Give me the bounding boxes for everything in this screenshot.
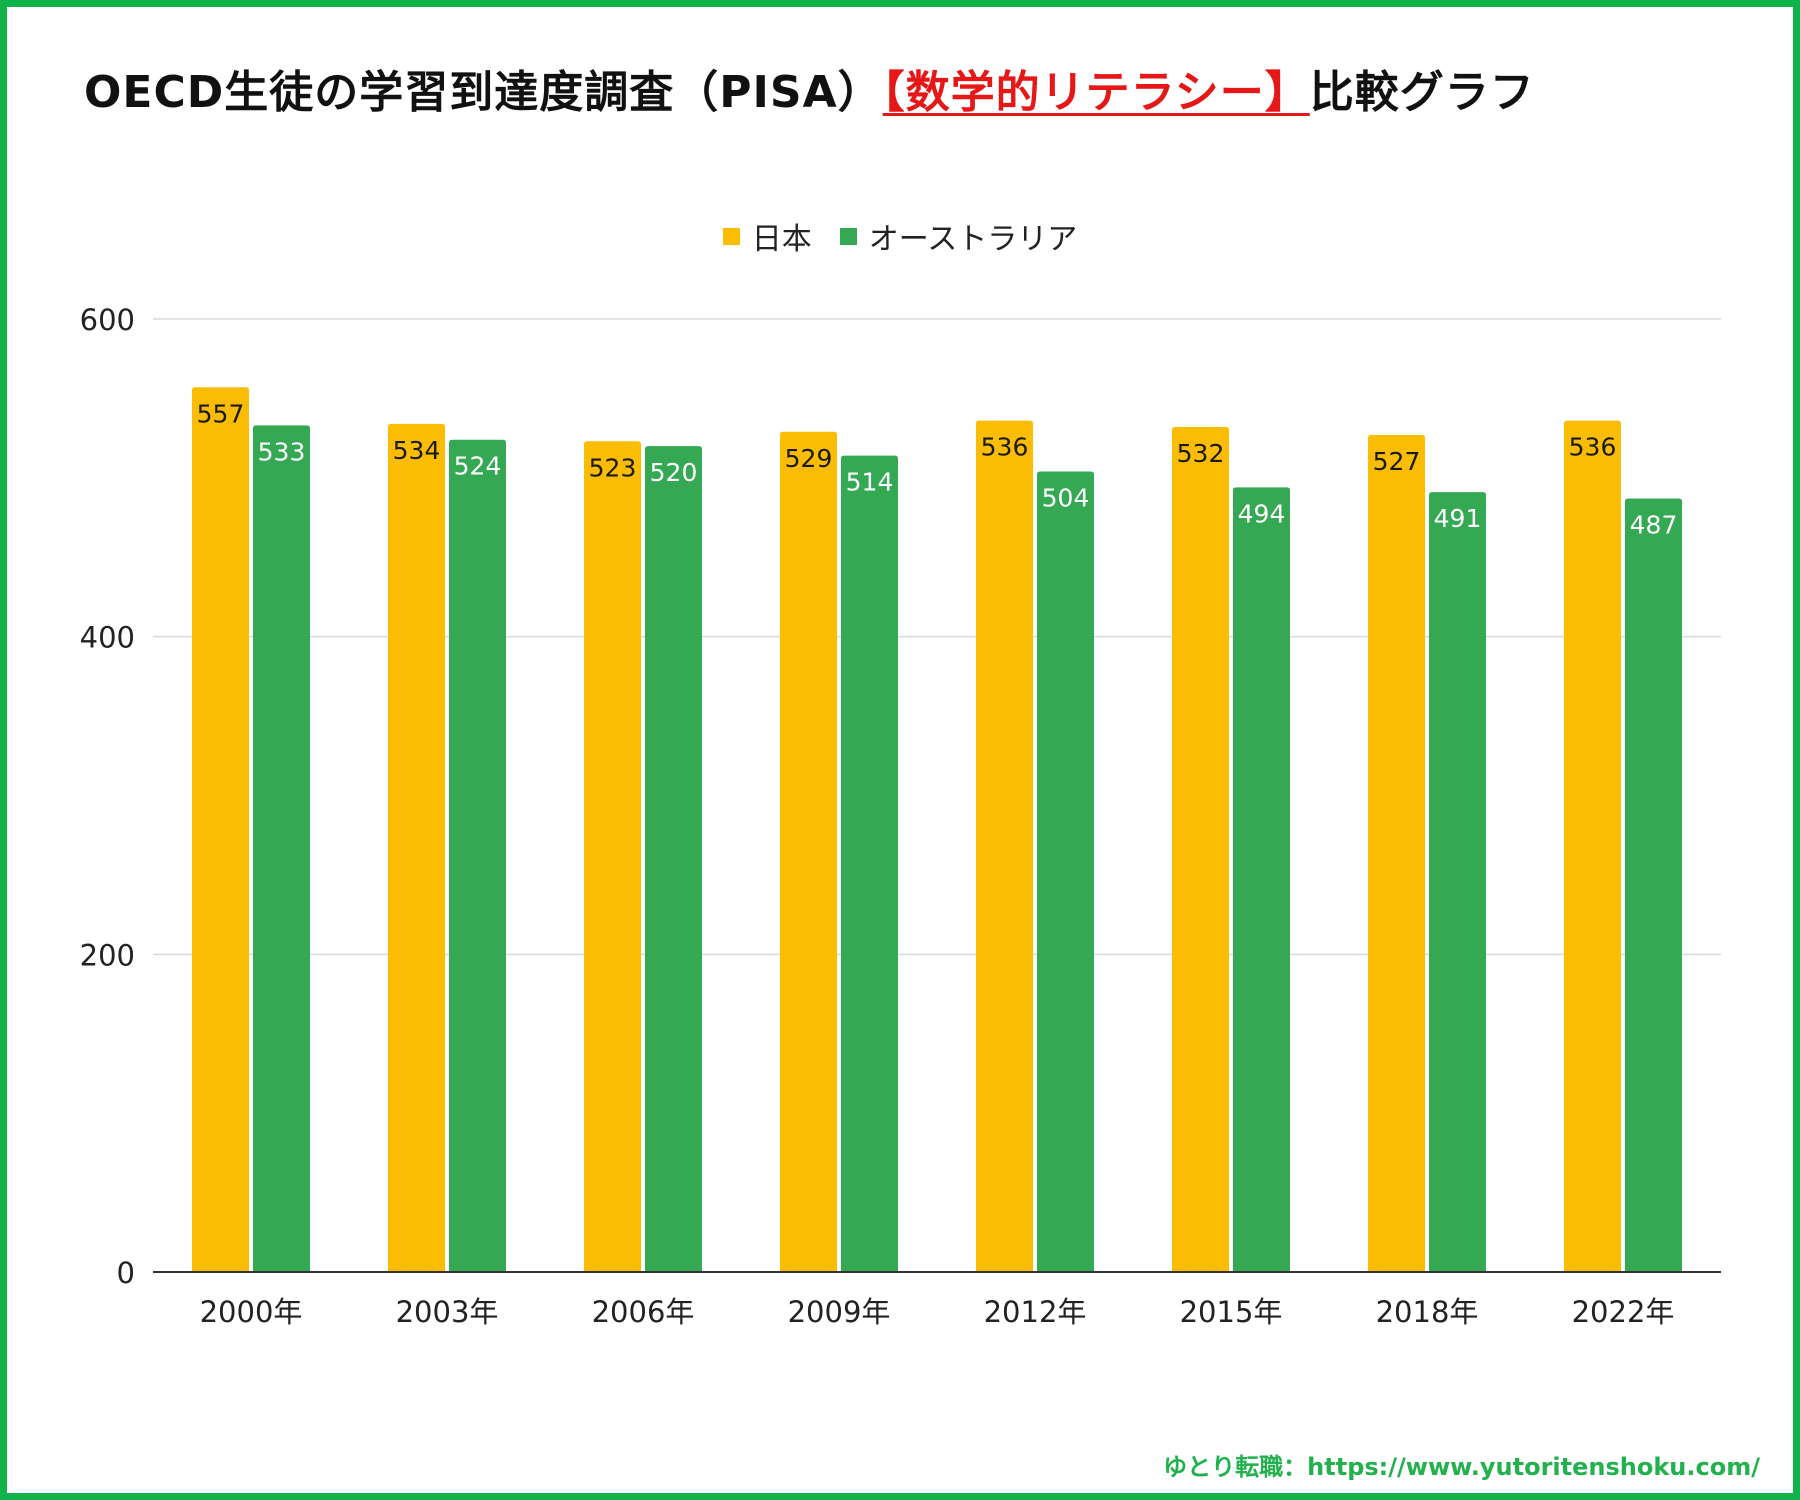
- bar-australia-2: [645, 446, 702, 1273]
- data-label-australia-4: 504: [1042, 483, 1090, 512]
- bar-japan-2: [584, 441, 641, 1273]
- bar-australia-5: [1233, 487, 1290, 1272]
- legend-label-australia: オーストラリア: [868, 222, 1078, 257]
- bar-japan-3: [780, 431, 837, 1272]
- y-tick-label-200: 200: [80, 938, 135, 972]
- data-label-australia-1: 524: [454, 452, 502, 481]
- footer-credit: ゆとり転職：https://www.yutoritenshoku.com/: [1163, 1453, 1760, 1481]
- bar-australia-6: [1429, 492, 1486, 1273]
- legend-swatch-japan: [722, 227, 740, 245]
- data-label-japan-4: 536: [981, 433, 1029, 462]
- y-tick-label-400: 400: [80, 621, 135, 655]
- chart-title-prefix: OECD生徒の学習到達度調査（PISA）: [84, 67, 883, 118]
- bar-japan-4: [976, 420, 1033, 1272]
- legend-label-japan: 日本: [751, 222, 812, 257]
- chart-title-suffix: 比較グラフ: [1309, 67, 1535, 118]
- chart-title: OECD生徒の学習到達度調査（PISA）【数学的リテラシー】比較グラフ: [84, 56, 1535, 120]
- bar-japan-5: [1172, 427, 1229, 1272]
- data-label-japan-1: 534: [393, 436, 441, 465]
- y-tick-label-0: 0: [117, 1256, 135, 1290]
- data-label-australia-5: 494: [1238, 499, 1286, 528]
- y-tick-label-600: 600: [80, 303, 135, 337]
- bar-japan-1: [388, 423, 445, 1273]
- x-tick-label-5: 2015年: [1180, 1295, 1283, 1329]
- bar-australia-0: [253, 425, 310, 1272]
- data-label-japan-7: 536: [1569, 433, 1617, 462]
- data-label-japan-0: 557: [197, 399, 245, 428]
- legend-item-australia: オーストラリア: [839, 214, 1078, 258]
- bar-australia-7: [1625, 498, 1682, 1272]
- bar-japan-0: [192, 387, 249, 1272]
- x-tick-label-1: 2003年: [396, 1295, 499, 1329]
- bar-japan-7: [1564, 420, 1621, 1272]
- bar-japan-6: [1368, 434, 1425, 1272]
- data-label-australia-6: 491: [1434, 504, 1482, 533]
- x-tick-label-3: 2009年: [788, 1295, 891, 1329]
- data-label-australia-7: 487: [1630, 510, 1678, 539]
- chart-title-highlight: 【数学的リテラシー】: [882, 67, 1310, 118]
- chart-legend: 日本 オーストラリア: [0, 214, 1800, 258]
- x-tick-label-0: 2000年: [200, 1295, 303, 1329]
- data-label-japan-6: 527: [1373, 447, 1421, 476]
- data-label-japan-2: 523: [589, 453, 637, 482]
- data-label-australia-3: 514: [846, 468, 894, 497]
- legend-swatch-australia: [839, 227, 857, 245]
- x-tick-label-2: 2006年: [592, 1295, 695, 1329]
- legend-item-japan: 日本: [722, 214, 812, 258]
- x-tick-label-4: 2012年: [984, 1295, 1087, 1329]
- bar-australia-3: [841, 455, 898, 1272]
- data-label-japan-5: 532: [1177, 439, 1225, 468]
- bar-australia-1: [449, 439, 506, 1272]
- data-label-japan-3: 529: [785, 444, 833, 473]
- data-label-australia-2: 520: [650, 458, 698, 487]
- x-tick-label-7: 2022年: [1572, 1295, 1675, 1329]
- bar-australia-4: [1037, 471, 1094, 1273]
- data-label-australia-0: 533: [258, 437, 306, 466]
- x-tick-label-6: 2018年: [1376, 1295, 1479, 1329]
